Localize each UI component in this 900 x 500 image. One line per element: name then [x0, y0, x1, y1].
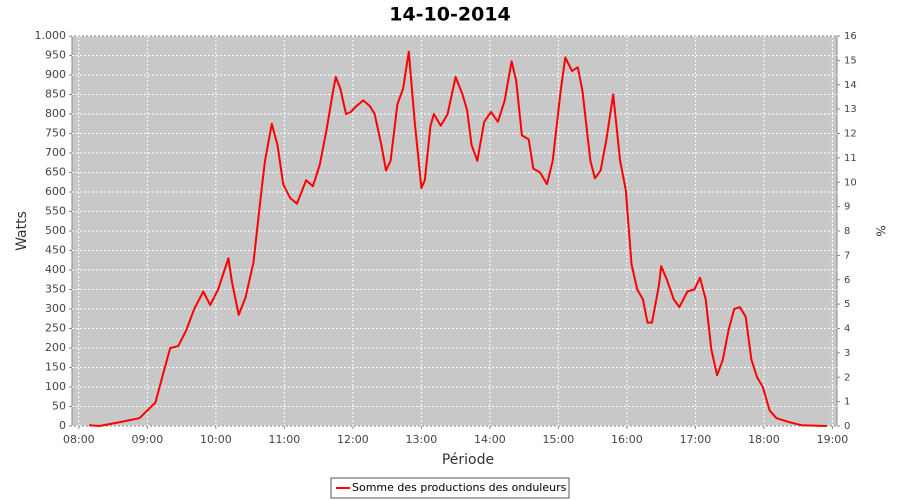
legend-label: Somme des productions des onduleurs — [352, 481, 567, 494]
y2-tick-label: 13 — [844, 104, 857, 115]
legend — [330, 477, 570, 499]
y2-tick-label: 2 — [844, 372, 850, 383]
y2-tick-label: 10 — [844, 177, 857, 188]
x-tick-label: 09:00 — [132, 433, 164, 446]
y2-tick-label: 9 — [844, 202, 850, 213]
y-tick-label: 450 — [45, 244, 66, 257]
y-tick-label: 750 — [45, 127, 66, 140]
y-tick-label: 400 — [45, 263, 66, 276]
x-tick-label: 15:00 — [543, 433, 575, 446]
plot-area — [71, 35, 838, 427]
y-tick-label: 250 — [45, 322, 66, 335]
y2-tick-label: 7 — [844, 250, 850, 261]
x-tick-label: 11:00 — [269, 433, 301, 446]
y-tick-label: 300 — [45, 302, 66, 315]
y2-tick-label: 8 — [844, 226, 850, 237]
y-tick-label: 600 — [45, 185, 66, 198]
y-tick-label: 850 — [45, 88, 66, 101]
y2-tick-label: 12 — [844, 129, 857, 140]
x-tick-label: 19:00 — [817, 433, 849, 446]
y2-tick-label: 4 — [844, 324, 850, 335]
y2-tick-label: 15 — [844, 55, 857, 66]
y-tick-label: 950 — [45, 49, 66, 62]
x-tick-label: 10:00 — [200, 433, 232, 446]
x-tick-label: 12:00 — [337, 433, 369, 446]
x-tick-label: 18:00 — [748, 433, 780, 446]
y2-tick-label: 16 — [844, 31, 857, 42]
y-axis-label: Watts — [14, 211, 30, 251]
y2-tick-label: 6 — [844, 275, 850, 286]
y-tick-label: 500 — [45, 224, 66, 237]
y2-tick-label: 14 — [844, 80, 857, 91]
y-tick-label: 100 — [45, 380, 66, 393]
y2-tick-label: 3 — [844, 348, 850, 359]
y-tick-label: 350 — [45, 283, 66, 296]
y-tick-label: 800 — [45, 107, 66, 120]
x-tick-label: 17:00 — [680, 433, 712, 446]
y-tick-label: 550 — [45, 205, 66, 218]
y-tick-label: 650 — [45, 166, 66, 179]
y2-tick-label: 0 — [844, 421, 850, 432]
y-tick-label: 1.000 — [35, 29, 67, 42]
y-tick-label: 200 — [45, 341, 66, 354]
x-tick-label: 13:00 — [406, 433, 438, 446]
x-axis-label: Période — [442, 452, 494, 468]
y-tick-label: 0 — [59, 419, 66, 432]
x-tick-label: 16:00 — [611, 433, 643, 446]
y-tick-label: 50 — [52, 400, 66, 413]
y2-tick-label: 11 — [844, 153, 857, 164]
y2-tick-label: 1 — [844, 397, 850, 408]
y2-axis-label: % — [874, 225, 888, 236]
x-tick-label: 14:00 — [474, 433, 506, 446]
y-tick-label: 700 — [45, 146, 66, 159]
chart-title: 14-10-2014 — [389, 4, 511, 26]
y2-tick-label: 5 — [844, 299, 850, 310]
data-line — [89, 50, 827, 427]
y-tick-label: 150 — [45, 361, 66, 374]
y-tick-label: 900 — [45, 68, 66, 81]
x-tick-label: 08:00 — [63, 433, 95, 446]
